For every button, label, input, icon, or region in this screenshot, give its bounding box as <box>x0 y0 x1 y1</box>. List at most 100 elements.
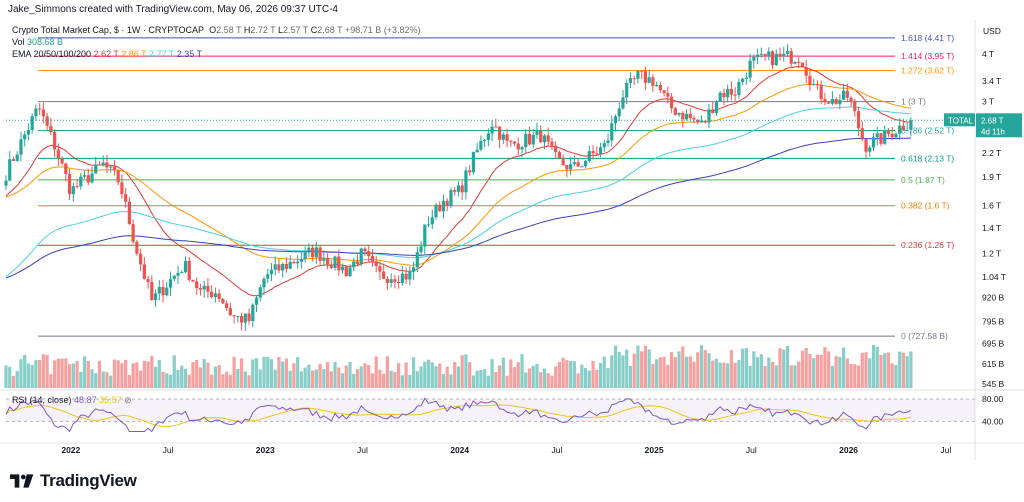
volume-bar <box>497 365 502 388</box>
candle-body <box>370 256 375 262</box>
candle-body <box>819 85 823 99</box>
candle-body <box>210 291 214 298</box>
candle-body <box>774 53 778 66</box>
volume-bar <box>236 368 240 388</box>
volume-bar <box>838 356 842 388</box>
candle-body <box>752 57 756 61</box>
volume-bar <box>628 365 633 388</box>
candle-body <box>733 94 737 96</box>
candle-body <box>871 137 876 148</box>
volume-bar <box>643 345 648 388</box>
volume-bar <box>785 346 790 388</box>
volume-bar <box>692 361 696 388</box>
tradingview-logo[interactable]: TradingView <box>10 471 137 491</box>
volume-bar <box>591 361 595 388</box>
candle-body <box>363 248 367 252</box>
tradingview-logo-icon <box>10 474 34 488</box>
volume-bar <box>26 363 31 388</box>
volume-bar <box>684 356 689 388</box>
candle-body <box>684 113 689 120</box>
volume-bar <box>161 371 165 388</box>
candle-body <box>367 251 371 257</box>
volume-bar <box>456 366 461 388</box>
volume-bar <box>142 360 146 388</box>
symbol-title[interactable]: Crypto Total Market Cap, $ · 1W · CRYPTO… <box>12 25 205 35</box>
volume-bar <box>86 360 90 388</box>
volume-bar <box>389 370 393 388</box>
volume-bar <box>875 346 879 388</box>
volume-bar <box>191 362 195 388</box>
candle-body <box>576 162 580 167</box>
volume-bar <box>688 356 692 388</box>
volume-bar <box>856 365 861 388</box>
candle-body <box>105 162 109 168</box>
volume-bar <box>655 359 659 388</box>
candle-body <box>266 274 270 279</box>
volume-bar <box>258 369 262 388</box>
volume-bar <box>34 360 38 388</box>
candle-body <box>340 266 345 271</box>
volume-bar <box>509 359 513 388</box>
candle-body <box>109 166 113 168</box>
volume-bar <box>827 351 831 388</box>
volume-bar <box>610 355 614 388</box>
fib-level-label: 1.414 (3.95 T) <box>901 51 954 61</box>
eye-off-icon[interactable]: ⊘ <box>124 395 132 405</box>
candle-body <box>97 164 102 166</box>
volume-bar <box>56 358 60 388</box>
volume-label: Vol <box>12 37 25 47</box>
price-axis-tick: 1.04 T <box>982 272 1006 282</box>
candle-body <box>187 260 191 280</box>
candle-body <box>789 51 793 64</box>
volume-bar <box>318 363 322 388</box>
candle-body <box>569 164 573 170</box>
fib-level-label: 0.786 (2.52 T) <box>901 125 954 135</box>
candle-body <box>561 158 565 165</box>
volume-bar <box>105 372 109 388</box>
candle-body <box>770 51 775 66</box>
volume-bar <box>64 358 68 388</box>
volume-bar <box>479 370 483 388</box>
volume-bar <box>464 354 468 388</box>
candle-body <box>344 266 348 277</box>
candle-body <box>329 264 333 268</box>
candle-body <box>236 315 240 317</box>
volume-bar <box>445 366 449 388</box>
volume-bar <box>647 349 651 388</box>
candle-body <box>531 134 535 145</box>
high-label: H <box>243 25 251 35</box>
candle-body <box>19 139 23 155</box>
volume-bar <box>124 359 128 388</box>
volume-bar <box>150 355 154 388</box>
candle-body <box>165 287 169 296</box>
candle-body <box>8 159 12 181</box>
candle-body <box>468 170 472 173</box>
rsi-line <box>5 397 912 433</box>
volume-bar <box>890 363 894 388</box>
candle-body <box>153 293 158 301</box>
volume-bar <box>834 356 838 388</box>
rsi-label[interactable]: RSI (14, close) <box>12 395 72 405</box>
low-value: 2.57 T <box>283 25 309 35</box>
volume-bar <box>299 371 304 388</box>
volume-bar <box>266 356 270 388</box>
volume-bar <box>561 357 565 388</box>
candle-body <box>4 180 8 186</box>
volume-bar <box>595 369 599 388</box>
volume-bar <box>490 359 494 388</box>
candle-body <box>277 264 281 271</box>
candle-body <box>408 271 412 280</box>
candle-body <box>557 152 562 159</box>
price-tag-value: 2.68 T <box>981 116 1004 125</box>
volume-bar <box>38 359 42 388</box>
candle-body <box>41 109 45 117</box>
volume-bar <box>707 353 711 388</box>
candle-body <box>430 217 434 225</box>
ema-label[interactable]: EMA 20/50/100/200 <box>12 49 92 59</box>
volume-bar <box>225 371 229 388</box>
candle-body <box>677 112 681 115</box>
price-tag-bg <box>976 113 1022 138</box>
candle-body <box>38 108 42 110</box>
candle-body <box>449 190 453 206</box>
volume-bar <box>116 360 120 388</box>
